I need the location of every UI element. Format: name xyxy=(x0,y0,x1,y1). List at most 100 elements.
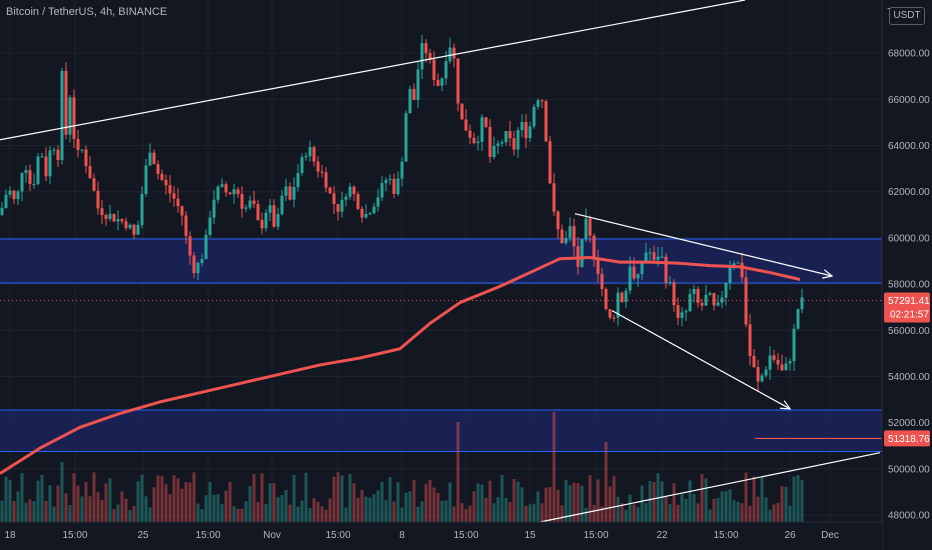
volume-bar xyxy=(788,505,792,522)
volume-bar xyxy=(508,502,512,522)
candle-body xyxy=(652,252,656,260)
volume-bar xyxy=(152,487,156,522)
candle-body xyxy=(528,126,532,139)
volume-bar xyxy=(724,491,728,522)
volume-bar xyxy=(568,484,572,522)
candle-body xyxy=(48,150,52,177)
volume-bar xyxy=(244,501,248,522)
candle-body xyxy=(696,289,700,303)
candle-body xyxy=(504,131,508,143)
volume-bar xyxy=(212,494,216,522)
volume-bar xyxy=(188,482,192,522)
volume-bar xyxy=(168,494,172,522)
candle-body xyxy=(664,256,668,283)
candle-body xyxy=(660,256,664,258)
candle-body xyxy=(304,156,308,158)
volume-bar xyxy=(16,491,20,522)
candle-body xyxy=(668,282,672,284)
volume-bar xyxy=(468,505,472,522)
candle-body xyxy=(744,277,748,325)
volume-bar xyxy=(12,501,16,522)
candle-body xyxy=(24,170,28,173)
candle-body xyxy=(296,173,300,187)
volume-bar xyxy=(548,487,552,522)
volume-bar xyxy=(560,505,564,522)
volume-bar xyxy=(528,504,532,522)
price-label-value: 51318.76 xyxy=(888,434,930,445)
volume-bar xyxy=(692,493,696,522)
candle-body xyxy=(716,302,720,306)
candle-body xyxy=(300,157,304,174)
candle-body xyxy=(372,206,376,214)
candle-body xyxy=(268,205,272,213)
volume-bar xyxy=(448,482,452,522)
volume-bar xyxy=(708,509,712,522)
symbol-title[interactable]: Bitcoin / TetherUS, 4h, BINANCE xyxy=(6,6,168,18)
volume-bar xyxy=(48,485,52,522)
volume-bar xyxy=(756,496,760,522)
candle-body xyxy=(344,196,348,200)
volume-bar xyxy=(432,487,436,522)
price-axis[interactable]: 48000.00 50000.00 52000.00 54000.00 56000.00… xyxy=(881,0,932,550)
candle-body xyxy=(144,165,148,195)
candle-body xyxy=(708,293,712,295)
candle-body xyxy=(408,89,412,114)
volume-bar xyxy=(128,509,132,522)
volume-bar xyxy=(492,503,496,522)
candle-body xyxy=(580,239,584,267)
candle-body xyxy=(320,171,324,173)
volume-bar xyxy=(372,494,376,522)
currency-badge[interactable]: USDT xyxy=(889,7,925,25)
candle-body xyxy=(452,47,456,59)
volume-bar xyxy=(100,499,104,522)
candle-body xyxy=(208,217,212,235)
time-axis[interactable]: 18 15:00 25 15:00 Nov 15:00 8 15:00 15 15:00 22 15:… xyxy=(0,521,882,550)
volume-bar xyxy=(404,492,408,522)
candle-body xyxy=(136,224,140,235)
candle-body xyxy=(624,290,628,302)
candle-body xyxy=(132,224,136,235)
candle-body xyxy=(216,186,220,200)
y-tick-label: 58000.00 xyxy=(888,280,930,291)
candle-body xyxy=(376,197,380,207)
y-tick-label: 62000.00 xyxy=(888,187,930,198)
volume-bar xyxy=(764,497,768,522)
y-tick-label: 48000.00 xyxy=(888,511,930,522)
volume-bar xyxy=(416,506,420,522)
volume-bar xyxy=(24,502,28,522)
volume-bar xyxy=(596,479,600,522)
volume-bar xyxy=(200,509,204,522)
candle-body xyxy=(604,289,608,310)
volume-bar xyxy=(340,475,344,522)
y-tick-label: 68000.00 xyxy=(888,49,930,60)
volume-bar xyxy=(676,504,680,522)
volume-bar xyxy=(204,495,208,522)
volume-bar xyxy=(700,474,704,522)
candle-body xyxy=(440,78,444,86)
volume-bar xyxy=(52,506,56,522)
candle-body xyxy=(224,184,228,193)
candle-body xyxy=(740,262,744,278)
volume-bar xyxy=(276,497,280,522)
x-tick-label: 15:00 xyxy=(195,530,220,541)
volume-bar xyxy=(292,474,296,522)
candle-body xyxy=(380,183,384,198)
volume-bar xyxy=(104,483,108,522)
candle-body xyxy=(236,189,240,194)
y-tick-label: 60000.00 xyxy=(888,233,930,244)
candle-body xyxy=(512,138,516,150)
y-tick-label: 64000.00 xyxy=(888,141,930,152)
candle-body xyxy=(480,117,484,142)
candle-body xyxy=(252,200,256,204)
candle-body xyxy=(180,206,184,216)
volume-bar xyxy=(376,490,380,522)
volume-bar xyxy=(584,507,588,522)
candle-body xyxy=(536,100,540,107)
candle-body xyxy=(20,172,24,192)
x-tick-label: 15:00 xyxy=(583,530,608,541)
volume-bar xyxy=(796,474,800,522)
candle-body xyxy=(164,179,168,186)
volume-bar xyxy=(684,498,688,522)
drawing-lines[interactable] xyxy=(0,0,882,523)
